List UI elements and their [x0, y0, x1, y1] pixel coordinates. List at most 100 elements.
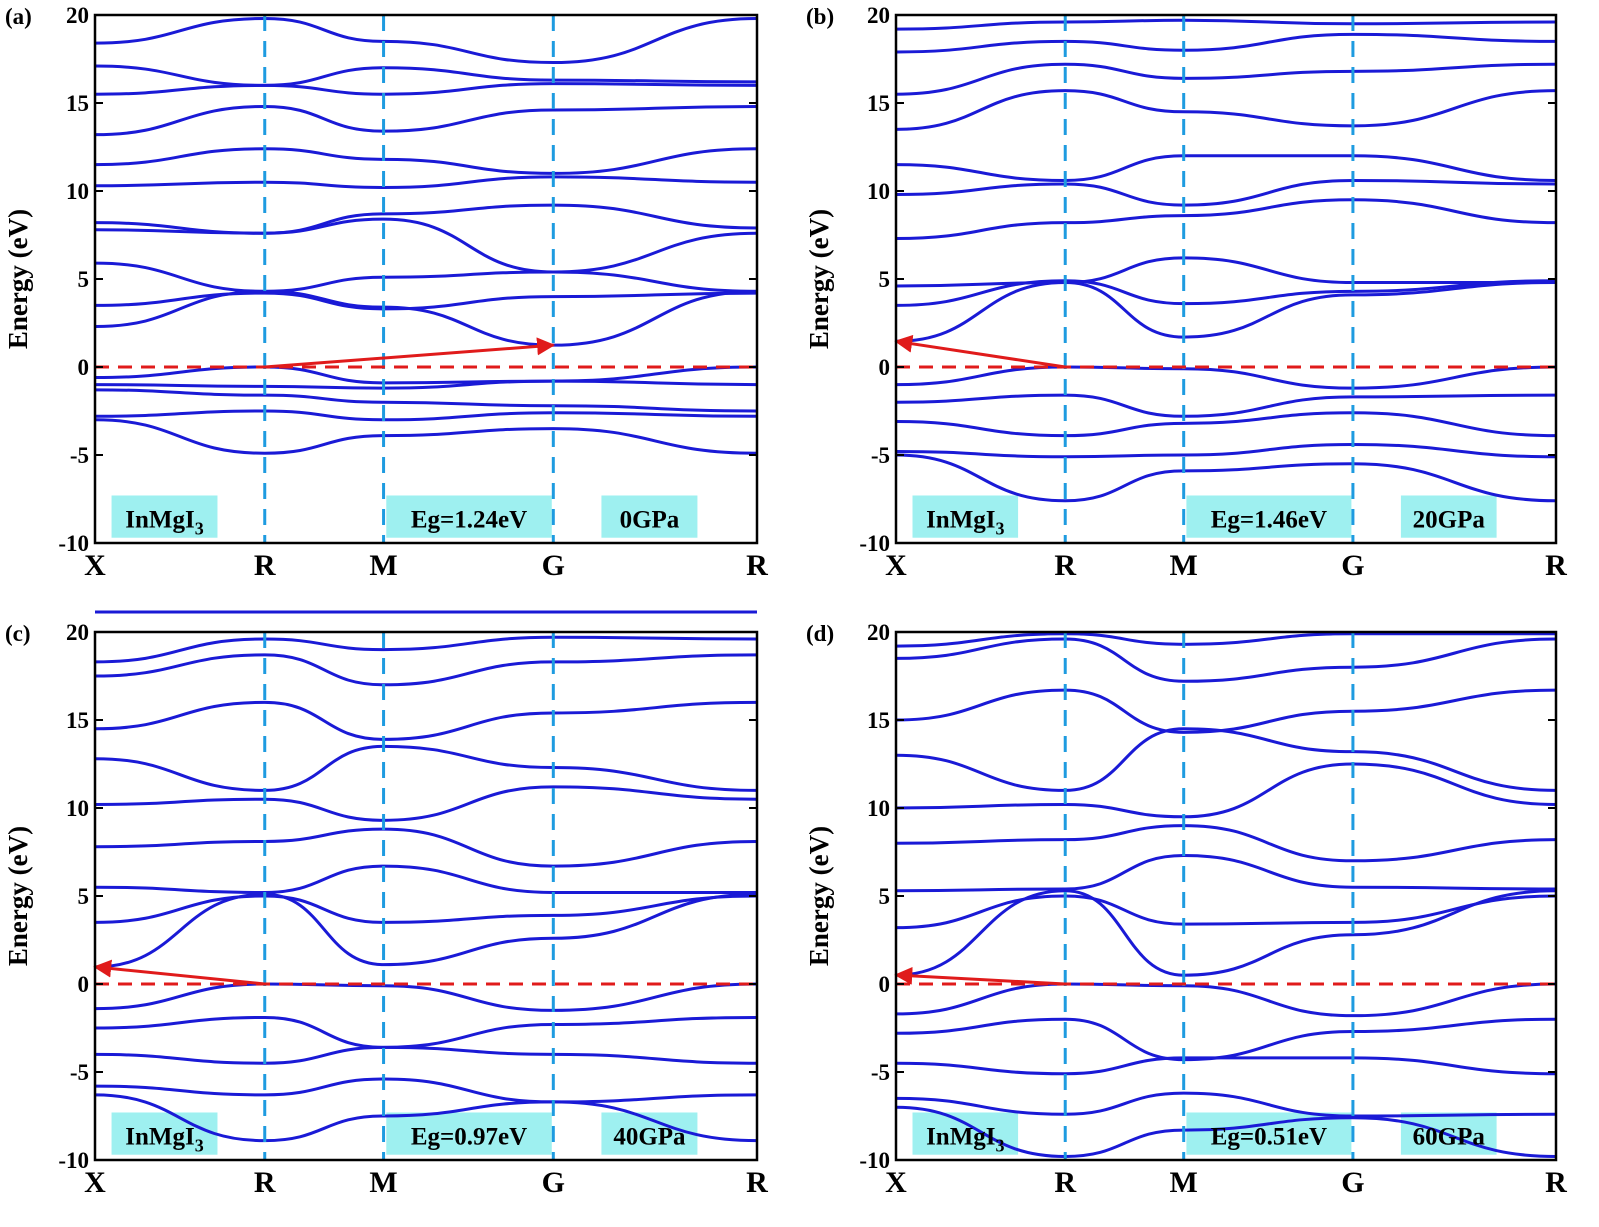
y-tick-label: -10 — [58, 1148, 89, 1173]
k-point-label-R: R — [1054, 549, 1076, 582]
k-point-label-X: X — [84, 1166, 106, 1199]
y-tick-label: 20 — [867, 620, 890, 645]
bands-group — [896, 632, 1556, 1158]
y-tick-label: 0 — [78, 355, 90, 380]
plot-frame — [894, 13, 1558, 545]
band-gap-label: Eg=1.24eV — [411, 506, 527, 533]
band-c1 — [896, 281, 1556, 343]
band-gap-label-bg — [386, 1112, 552, 1155]
y-tick-label: 10 — [867, 179, 890, 204]
band-c1 — [896, 889, 1556, 977]
k-point-label-R: R — [746, 1166, 768, 1199]
y-tick-label: 15 — [867, 91, 890, 116]
band-c11 — [95, 17, 757, 65]
material-formula: InMgI — [125, 506, 194, 533]
y-axis-label: Energy (eV) — [3, 209, 33, 349]
band-v2 — [95, 1015, 757, 1049]
k-point-label-R: R — [254, 1166, 276, 1199]
y-tick-label: 15 — [66, 708, 89, 733]
y-tick-label: -5 — [871, 1060, 890, 1085]
k-point-label-M: M — [369, 549, 397, 582]
band-c1 — [95, 289, 757, 347]
band-c10 — [896, 18, 1556, 31]
material-label: InMgI3 — [125, 1123, 203, 1155]
band-c7 — [896, 688, 1556, 734]
y-tick-label: 5 — [879, 884, 891, 909]
band-c5 — [95, 203, 757, 235]
band-c3 — [95, 261, 757, 293]
material-formula: InMgI — [926, 1123, 995, 1150]
band-v3 — [896, 1056, 1556, 1076]
band-gap-label-bg — [1186, 495, 1352, 538]
y-tick-label: 0 — [879, 972, 891, 997]
k-point-label-R: R — [746, 549, 768, 582]
y-tick-label: 10 — [66, 796, 89, 821]
panel-label: (a) — [5, 4, 32, 29]
y-tick-label: 0 — [879, 355, 891, 380]
band-c7 — [95, 700, 757, 741]
band-c5 — [896, 178, 1556, 207]
k-point-label-R: R — [254, 549, 276, 582]
band-v2 — [95, 379, 757, 390]
panel-label: (c) — [5, 621, 31, 646]
y-tick-label: 20 — [66, 620, 89, 645]
band-v1 — [95, 365, 757, 385]
band-v3 — [896, 411, 1556, 438]
k-point-label-G: G — [542, 549, 565, 582]
pressure-label-bg — [1400, 495, 1497, 538]
y-tick-label: 20 — [867, 3, 890, 28]
k-point-label-R: R — [1054, 1166, 1076, 1199]
k-point-label-M: M — [369, 1166, 397, 1199]
y-tick-label: 5 — [78, 884, 90, 909]
band-c4 — [896, 198, 1556, 241]
bands-group — [95, 17, 757, 455]
y-tick-label: 0 — [78, 972, 90, 997]
material-label-bg — [111, 1112, 218, 1155]
material-label-bg — [912, 1112, 1019, 1155]
band-c3 — [95, 864, 757, 894]
pressure-label: 60GPa — [1413, 1123, 1486, 1150]
band-c4 — [95, 217, 757, 274]
band-c8 — [896, 637, 1556, 683]
y-tick-label: -5 — [70, 1060, 89, 1085]
band-v5 — [95, 1093, 757, 1143]
panel-label: (b) — [806, 4, 834, 29]
k-point-label-G: G — [1341, 1166, 1364, 1199]
band-c9 — [95, 82, 757, 96]
material-label-bg — [912, 495, 1019, 538]
band-gap-arrow — [894, 334, 1066, 369]
band-c6 — [95, 175, 757, 189]
band-c6 — [896, 727, 1556, 792]
y-axis-label: Energy (eV) — [3, 826, 33, 966]
y-tick-label: 10 — [66, 179, 89, 204]
band-v3 — [95, 388, 757, 413]
material-label: InMgI3 — [926, 1123, 1004, 1155]
band-c8 — [896, 62, 1556, 96]
pressure-label: 40GPa — [613, 1123, 686, 1150]
bands-group — [95, 635, 757, 1143]
band-gap-label: Eg=1.46eV — [1211, 506, 1327, 533]
band-v1 — [95, 982, 757, 1012]
k-point-label-G: G — [542, 1166, 565, 1199]
material-subscript: 3 — [996, 518, 1005, 538]
k-point-label-X: X — [84, 549, 106, 582]
band-v5 — [95, 418, 757, 455]
band-c7 — [896, 89, 1556, 131]
band-gap-arrow — [264, 337, 556, 369]
panel-label: (d) — [806, 621, 834, 646]
pressure-label: 0GPa — [620, 506, 680, 533]
plot-frame — [894, 630, 1558, 1162]
material-label: InMgI3 — [926, 506, 1004, 538]
y-tick-label: 20 — [66, 3, 89, 28]
band-c7 — [95, 147, 757, 175]
band-v4 — [896, 442, 1556, 459]
y-tick-label: 15 — [66, 91, 89, 116]
band-v1 — [896, 982, 1556, 1018]
band-c8 — [95, 105, 757, 137]
k-point-label-M: M — [1170, 549, 1198, 582]
k-point-label-X: X — [885, 549, 907, 582]
bands-group — [896, 18, 1556, 503]
k-point-label-R: R — [1545, 1166, 1567, 1199]
y-tick-label: 5 — [78, 267, 90, 292]
